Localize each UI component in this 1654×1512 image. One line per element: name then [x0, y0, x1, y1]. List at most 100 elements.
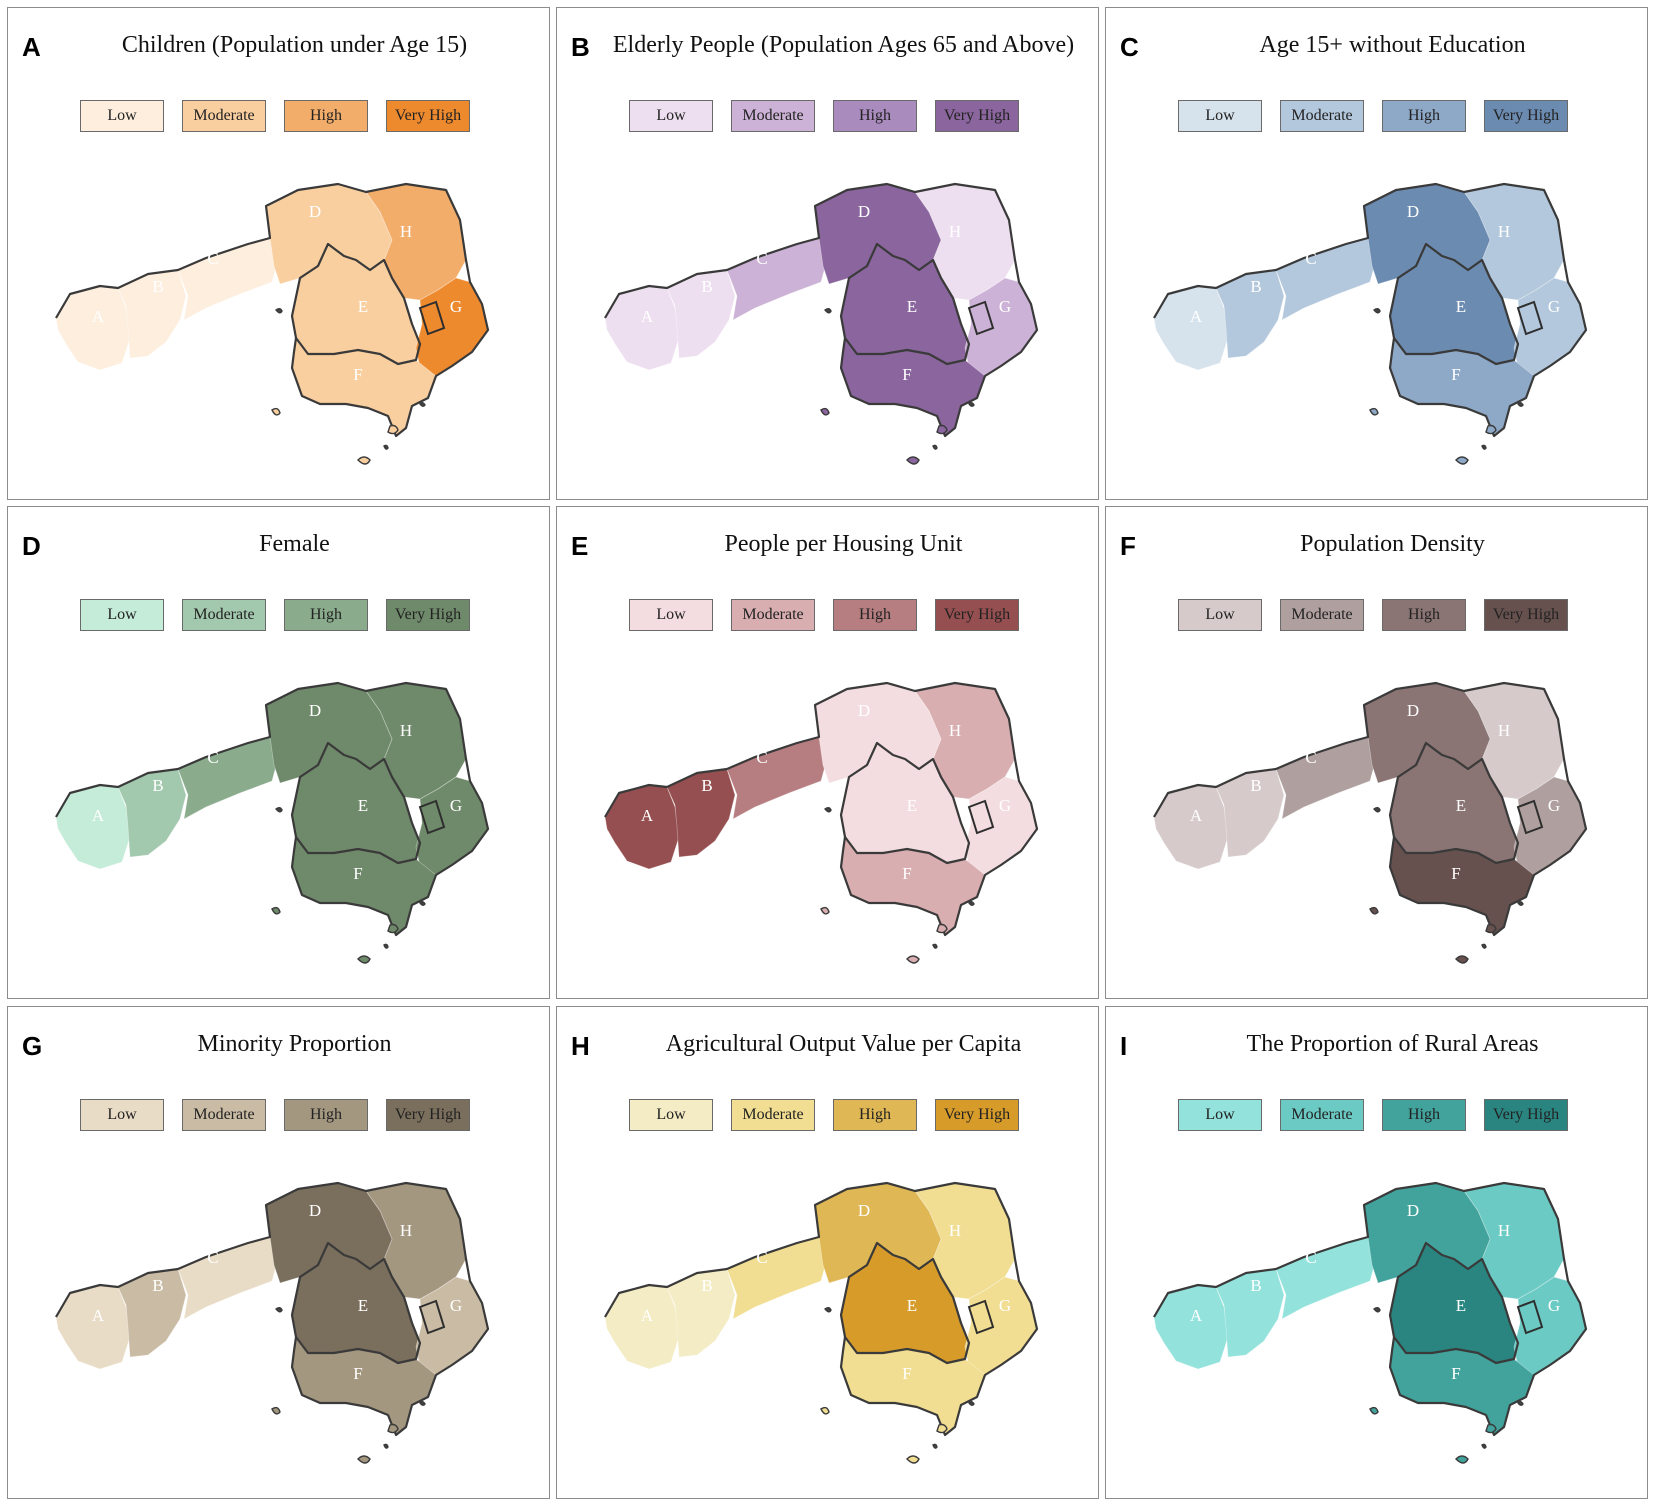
region-label-b: B	[701, 1276, 712, 1295]
region-label-d: D	[1407, 1201, 1419, 1220]
legend-item-very-high: Very High	[1484, 1099, 1568, 1131]
island	[1373, 1307, 1381, 1313]
region-label-c: C	[1305, 1248, 1316, 1267]
map-panel-f: F Population Density Low Moderate High Very H…	[1105, 506, 1648, 999]
island	[357, 955, 371, 964]
map-legend: Low Moderate High Very High	[80, 1099, 480, 1133]
island	[1369, 906, 1379, 915]
island	[275, 1307, 283, 1313]
bay-outline	[418, 1299, 446, 1335]
island	[968, 1401, 975, 1406]
panel-title: The Proportion of Rural Areas	[1246, 1031, 1539, 1057]
region-label-a: A	[92, 1306, 105, 1325]
region-label-d: D	[309, 701, 321, 720]
region-label-a: A	[92, 806, 105, 825]
region-label-a: A	[1190, 307, 1203, 326]
region-label-f: F	[353, 1364, 362, 1383]
region-label-a: A	[641, 806, 654, 825]
panel-letter: C	[1120, 32, 1139, 62]
region-label-e: E	[1456, 796, 1466, 815]
region-label-c: C	[207, 249, 218, 268]
island	[419, 402, 426, 407]
map-panel-b: B Elderly People (Population Ages 65 and …	[556, 7, 1099, 500]
region-label-d: D	[858, 701, 870, 720]
island	[906, 1455, 920, 1464]
legend-item-very-high: Very High	[386, 100, 470, 132]
bay-outline	[1516, 799, 1544, 835]
region-label-h: H	[949, 721, 961, 740]
legend-item-very-high: Very High	[1484, 599, 1568, 631]
region-label-b: B	[1250, 1276, 1261, 1295]
region-map: A B C D E F G H	[1153, 182, 1588, 465]
island	[383, 444, 389, 450]
panel-letter: A	[22, 32, 41, 62]
legend-item-high: High	[833, 1099, 917, 1131]
region-label-b: B	[1250, 776, 1261, 795]
island	[1481, 444, 1487, 450]
region-label-c: C	[756, 1248, 767, 1267]
region-label-h: H	[400, 1221, 412, 1240]
region-label-a: A	[92, 307, 105, 326]
map-legend: Low Moderate High Very High	[80, 599, 480, 633]
island	[383, 943, 389, 949]
island	[1485, 1423, 1497, 1434]
panel-title: Elderly People (Population Ages 65 and A…	[612, 32, 1075, 58]
panel-title: People per Housing Unit	[724, 531, 963, 557]
island	[1455, 456, 1469, 465]
region-label-c: C	[1305, 748, 1316, 767]
map-legend: Low Moderate High Very High	[1178, 1099, 1578, 1133]
island	[419, 1401, 426, 1406]
island	[824, 308, 832, 314]
island	[936, 1423, 948, 1434]
region-map: A B C D E F G H	[55, 681, 490, 964]
region-label-c: C	[207, 1248, 218, 1267]
region-label-h: H	[1498, 222, 1510, 241]
region-label-f: F	[1451, 1364, 1460, 1383]
legend-item-low: Low	[629, 100, 713, 132]
island	[357, 1455, 371, 1464]
legend-item-moderate: Moderate	[182, 599, 266, 631]
island	[275, 807, 283, 813]
region-map: A B C D E F G H	[604, 1181, 1039, 1464]
legend-item-low: Low	[80, 1099, 164, 1131]
region-label-g: G	[1548, 297, 1560, 316]
island	[824, 1307, 832, 1313]
region-label-b: B	[701, 277, 712, 296]
island	[968, 901, 975, 906]
region-map: A B C D E F G H	[604, 182, 1039, 465]
map-panel-g: G Minority Proportion Low Moderate High Very …	[7, 1006, 550, 1499]
legend-item-moderate: Moderate	[731, 1099, 815, 1131]
panel-letter: G	[22, 1031, 43, 1061]
panel-letter: E	[571, 531, 589, 561]
island	[1369, 407, 1379, 416]
bay-outline	[967, 799, 995, 835]
region-label-f: F	[902, 365, 911, 384]
legend-item-moderate: Moderate	[731, 100, 815, 132]
island	[1481, 943, 1487, 949]
panel-title: Population Density	[1300, 531, 1485, 557]
region-label-h: H	[1498, 1221, 1510, 1240]
region-label-a: A	[641, 307, 654, 326]
region-label-a: A	[1190, 806, 1203, 825]
legend-item-high: High	[833, 100, 917, 132]
region-label-a: A	[1190, 1306, 1203, 1325]
map-legend: Low Moderate High Very High	[1178, 100, 1578, 134]
region-label-e: E	[1456, 297, 1466, 316]
legend-item-high: High	[284, 100, 368, 132]
legend-item-moderate: Moderate	[1280, 599, 1364, 631]
bay-outline	[967, 1299, 995, 1335]
region-label-g: G	[1548, 796, 1560, 815]
region-label-e: E	[907, 796, 917, 815]
panel-letter: D	[22, 531, 41, 561]
map-panel-d: D Female Low Moderate High Very High A B C D E F G H	[7, 506, 550, 999]
island	[1455, 955, 1469, 964]
island	[357, 456, 371, 465]
island	[419, 901, 426, 906]
region-label-g: G	[999, 796, 1011, 815]
island	[936, 923, 948, 934]
map-legend: Low Moderate High Very High	[80, 100, 480, 134]
legend-item-very-high: Very High	[1484, 100, 1568, 132]
island	[820, 906, 830, 915]
region-label-c: C	[756, 748, 767, 767]
